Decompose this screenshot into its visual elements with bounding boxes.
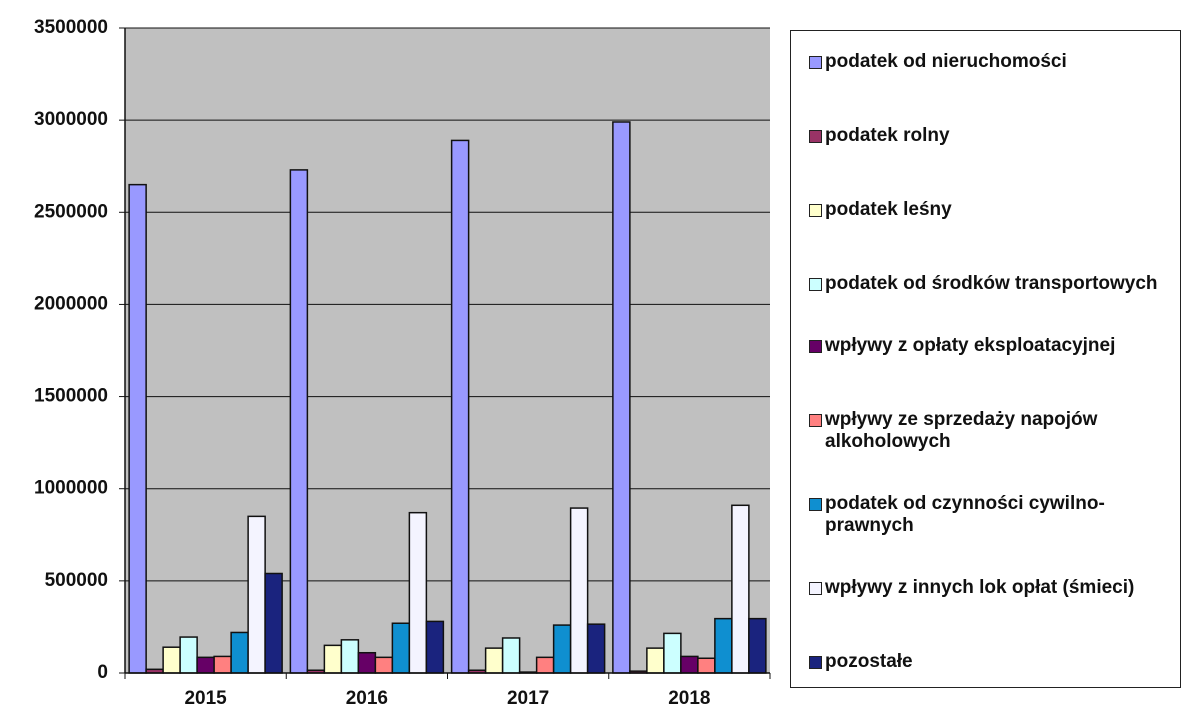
bar: [569, 507, 589, 674]
bar: [535, 656, 555, 674]
bar: [501, 637, 521, 674]
legend-swatch: [809, 498, 822, 511]
bar: [391, 622, 411, 674]
bar: [408, 511, 428, 674]
legend-swatch: [809, 56, 822, 69]
legend-label: podatek od czynności cywilno-prawnych: [825, 493, 1105, 536]
legend-entry: podatek od środków transportowych: [809, 273, 1170, 295]
legend-swatch: [809, 130, 822, 143]
bar: [552, 624, 572, 674]
legend-entry: wpływy z opłaty eksploatacyjnej: [809, 335, 1170, 357]
y-tick-label: 1500000: [34, 386, 108, 407]
x-tick-label: 2018: [668, 688, 710, 709]
bar: [646, 647, 665, 674]
bar: [289, 169, 309, 674]
bar: [213, 655, 232, 674]
bar: [196, 656, 215, 674]
legend-swatch: [809, 340, 822, 353]
legend-entry: podatek leśny: [809, 199, 1170, 221]
bar: [586, 623, 606, 674]
bar: [663, 632, 682, 674]
legend: podatek od nieruchomości podatek rolny pod…: [790, 30, 1181, 688]
bar: [374, 656, 394, 674]
chart: 0 500000 1000000 1500000 2000000 2500000 30000…: [34, 17, 771, 709]
legend-label: podatek od środków transportowych: [825, 273, 1158, 294]
bar: [357, 651, 377, 674]
legend-entry: podatek od nieruchomości: [809, 51, 1170, 73]
x-tick-label: 2015: [184, 688, 227, 709]
y-tick-label: 0: [97, 662, 108, 683]
x-tick-label: 2016: [346, 688, 388, 709]
legend-label: podatek rolny: [825, 125, 950, 146]
bar: [680, 655, 699, 674]
bar: [128, 183, 147, 674]
legend-entry: wpływy ze sprzedaży napojów alkoholowych: [809, 409, 1170, 453]
y-tick-label: 1000000: [34, 478, 108, 499]
bar: [450, 139, 470, 674]
bar: [731, 504, 750, 674]
legend-entry: podatek rolny: [809, 125, 1170, 147]
legend-swatch: [809, 204, 822, 217]
bar: [612, 121, 631, 674]
legend-label: pozostałe: [825, 651, 913, 672]
plot-area: [125, 28, 770, 673]
legend-label: podatek od nieruchomości: [825, 51, 1067, 72]
legend-swatch: [809, 414, 822, 427]
bar: [714, 617, 733, 674]
bar: [748, 617, 767, 674]
y-tick-label: 3500000: [34, 17, 108, 38]
bar: [323, 644, 343, 674]
legend-swatch: [809, 656, 822, 669]
legend-entry: podatek od czynności cywilno-prawnych: [809, 493, 1170, 537]
legend-label: wpływy z opłaty eksploatacyjnej: [825, 335, 1116, 356]
legend-label: podatek leśny: [825, 199, 952, 220]
legend-entry: pozostałe: [809, 651, 1170, 673]
x-tick-label: 2017: [507, 688, 549, 709]
bar: [264, 572, 283, 674]
legend-swatch: [809, 278, 822, 291]
y-tick-label: 3000000: [34, 109, 108, 130]
legend-swatch: [809, 582, 822, 595]
y-tick-label: 2000000: [34, 293, 108, 314]
bar: [340, 639, 360, 674]
legend-label: wpływy ze sprzedaży napojów alkoholowych: [825, 409, 1098, 452]
bar: [484, 647, 504, 674]
bar: [697, 657, 716, 674]
bar: [230, 631, 249, 674]
y-tick-label: 2500000: [34, 201, 108, 222]
bar: [162, 646, 181, 674]
y-tick-label: 500000: [45, 570, 108, 591]
bar: [425, 620, 445, 674]
bar: [247, 515, 266, 674]
legend-label: wpływy z innych lok opłat (śmieci): [825, 577, 1135, 598]
bar: [179, 636, 198, 674]
legend-entry: wpływy z innych lok opłat (śmieci): [809, 577, 1170, 599]
